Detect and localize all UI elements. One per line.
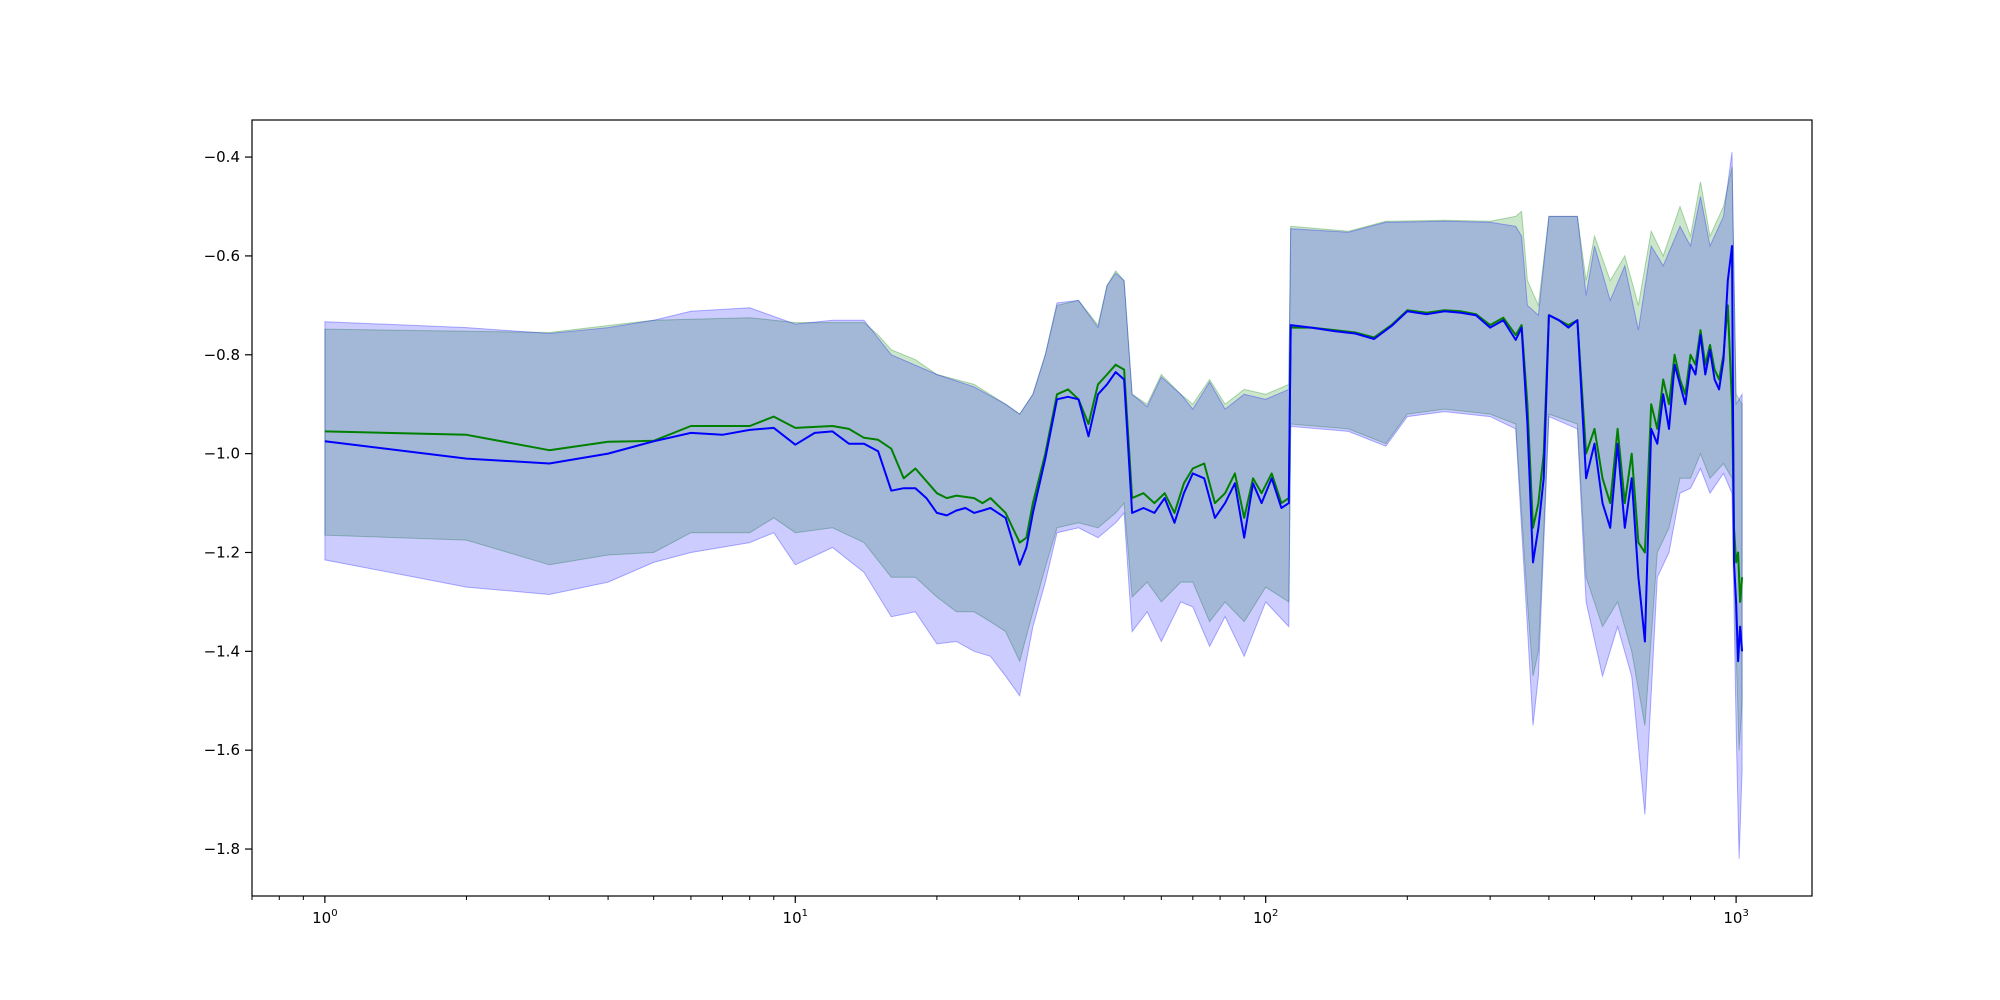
x-tick-label: 103 bbox=[1723, 908, 1748, 927]
y-tick-label: −1.2 bbox=[204, 543, 240, 561]
series-lines bbox=[324, 245, 1744, 663]
plot-area-frame bbox=[251, 119, 1813, 897]
x-tick-label: 101 bbox=[783, 908, 808, 927]
y-tick-label: −0.4 bbox=[204, 148, 240, 166]
x-axis: 100 101 102 103 bbox=[251, 896, 1749, 927]
x-tick-label: 102 bbox=[1253, 908, 1278, 927]
y-tick-label: −1.0 bbox=[204, 445, 240, 463]
series-1-band bbox=[324, 152, 1743, 859]
y-axis: −0.4 −0.6 −0.8 −1.0 −1.2 −1.4 −1.6 −1.8 bbox=[204, 148, 252, 858]
y-tick-label: −1.4 bbox=[204, 642, 240, 660]
y-tick-label: −1.6 bbox=[204, 741, 240, 759]
series-1-line bbox=[324, 245, 1744, 663]
series-0-band bbox=[324, 166, 1743, 751]
y-tick-label: −1.8 bbox=[204, 840, 240, 858]
x-tick-label: 100 bbox=[312, 908, 337, 927]
series-0-line bbox=[324, 304, 1744, 603]
y-tick-label: −0.6 bbox=[204, 247, 240, 265]
confidence-bands bbox=[324, 152, 1743, 859]
y-tick-label: −0.8 bbox=[204, 346, 240, 364]
